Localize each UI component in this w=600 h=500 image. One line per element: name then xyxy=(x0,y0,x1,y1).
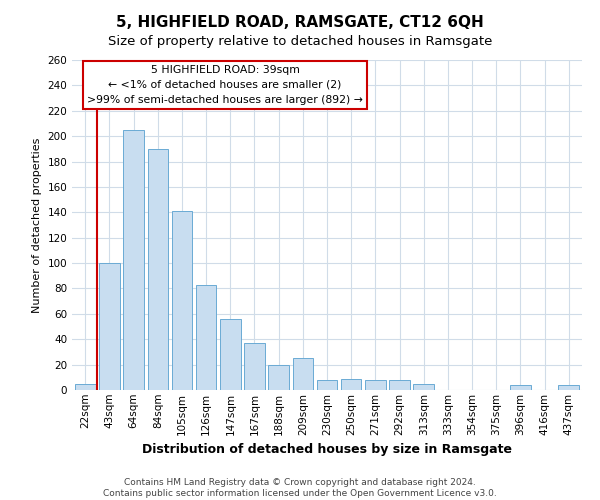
Text: Size of property relative to detached houses in Ramsgate: Size of property relative to detached ho… xyxy=(108,35,492,48)
Text: Contains HM Land Registry data © Crown copyright and database right 2024.
Contai: Contains HM Land Registry data © Crown c… xyxy=(103,478,497,498)
Text: 5 HIGHFIELD ROAD: 39sqm
← <1% of detached houses are smaller (2)
>99% of semi-de: 5 HIGHFIELD ROAD: 39sqm ← <1% of detache… xyxy=(87,65,363,104)
Bar xyxy=(365,380,386,390)
Y-axis label: Number of detached properties: Number of detached properties xyxy=(32,138,42,312)
Bar xyxy=(124,130,144,390)
Bar xyxy=(99,263,120,390)
Bar xyxy=(293,358,313,390)
Bar xyxy=(244,343,265,390)
Bar xyxy=(317,380,337,390)
Bar xyxy=(559,385,579,390)
Bar xyxy=(196,284,217,390)
Bar xyxy=(510,385,530,390)
Bar xyxy=(413,384,434,390)
X-axis label: Distribution of detached houses by size in Ramsgate: Distribution of detached houses by size … xyxy=(142,443,512,456)
Bar xyxy=(148,149,168,390)
Bar xyxy=(220,319,241,390)
Bar xyxy=(75,384,95,390)
Text: 5, HIGHFIELD ROAD, RAMSGATE, CT12 6QH: 5, HIGHFIELD ROAD, RAMSGATE, CT12 6QH xyxy=(116,15,484,30)
Bar xyxy=(268,364,289,390)
Bar xyxy=(389,380,410,390)
Bar xyxy=(341,378,361,390)
Bar xyxy=(172,211,192,390)
